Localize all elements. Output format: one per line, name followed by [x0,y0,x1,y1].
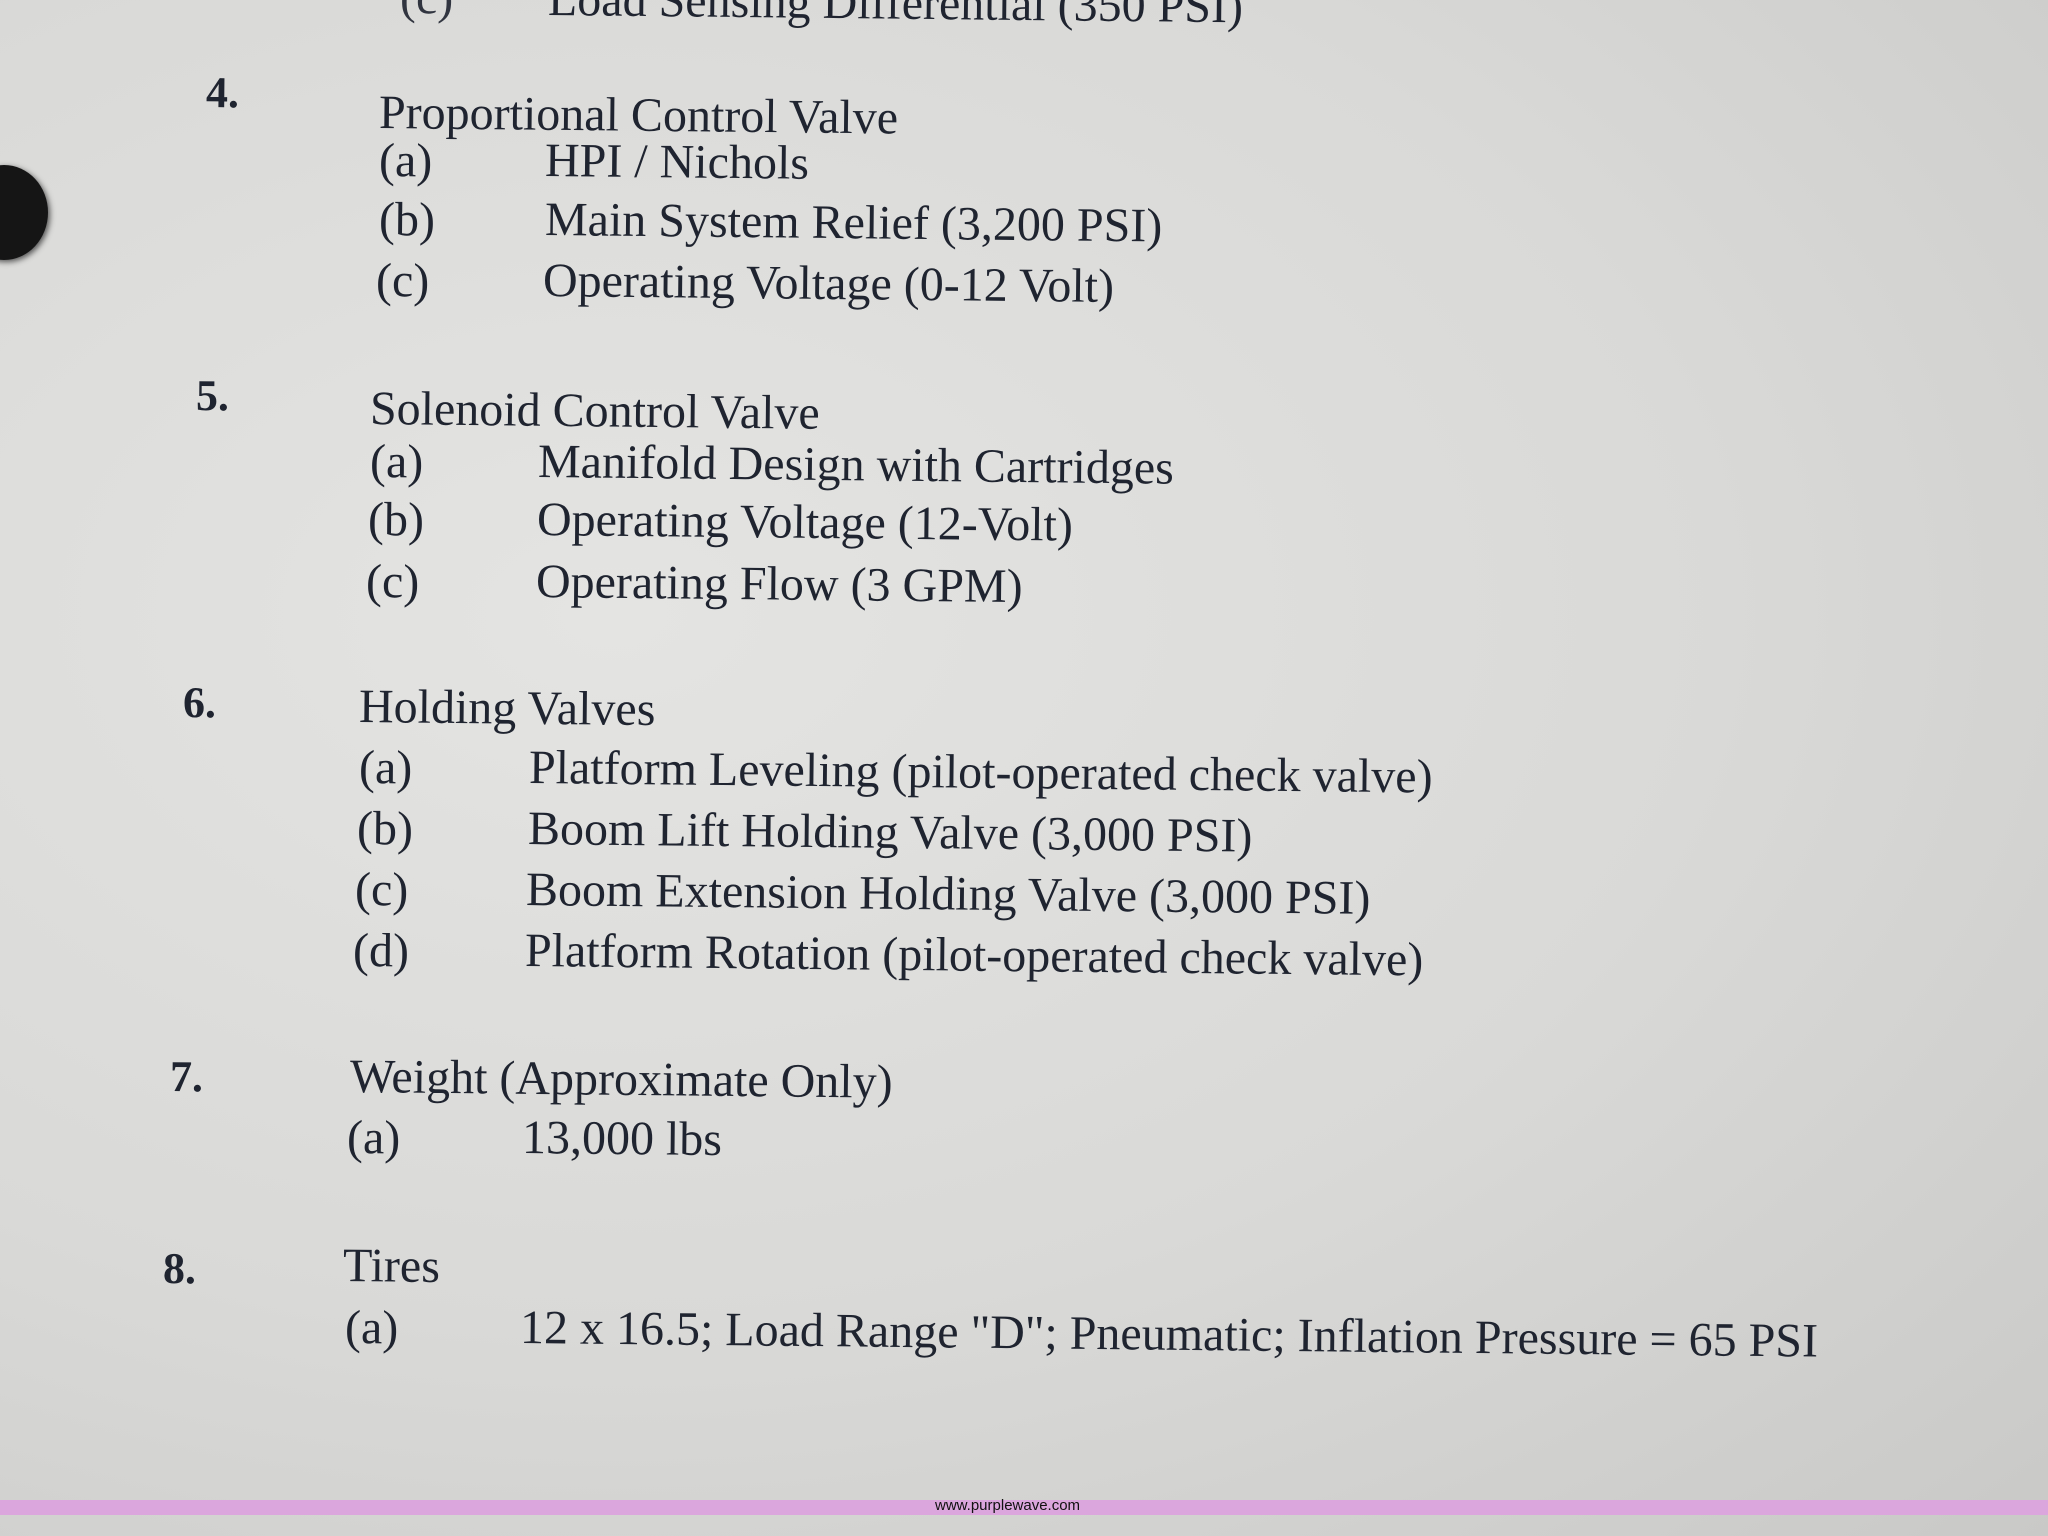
item-text: Boom Extension Holding Valve (3,000 PSI) [525,863,1371,925]
item-text: Platform Leveling (pilot-operated check … [528,741,1433,804]
item-text: 13,000 lbs [521,1111,723,1167]
item-label: (b) [367,493,425,547]
item-label: (a) [344,1301,399,1355]
section-title: Solenoid Control Valve [369,382,821,440]
item-label: (a) [369,435,424,489]
section-number: 5. [195,371,230,421]
item-label: (d) [352,924,410,978]
item-label: (a) [378,134,433,188]
item-label: (c) [400,0,454,27]
item-label: (c) [365,555,420,609]
section-title: Weight (Approximate Only) [349,1050,893,1109]
item-text: Operating Voltage (12-Volt) [536,493,1074,552]
item-label: (b) [378,193,436,247]
section-title: Holding Valves [358,680,656,737]
item-text: Main System Relief (3,200 PSI) [544,193,1163,253]
item-text: 12 x 16.5; Load Range "D"; Pneumatic; In… [519,1301,1819,1368]
section-number: 7. [169,1052,204,1102]
item-label: (a) [346,1111,401,1165]
watermark: www.purplewave.com [935,1497,1081,1514]
item-label: (c) [375,254,430,308]
section-number: 8. [162,1244,197,1294]
section-title: Tires [342,1239,441,1294]
item-label: (b) [356,802,414,856]
item-text: Load Sensing Differential (350 PSI) [547,0,1244,34]
item-text: Operating Voltage (0-12 Volt) [542,254,1115,313]
item-label: (c) [354,863,409,917]
item-label: (a) [358,741,413,795]
item-text: Boom Lift Holding Valve (3,000 PSI) [527,802,1253,863]
watermark-band [0,1500,2048,1515]
item-text: Operating Flow (3 GPM) [535,555,1023,614]
item-text: HPI / Nichols [544,134,810,190]
item-text: Platform Rotation (pilot-operated check … [524,924,1424,987]
binder-hole [0,165,48,260]
item-text: Manifold Design with Cartridges [537,435,1175,495]
section-number: 4. [205,68,240,118]
section-number: 6. [182,678,217,728]
